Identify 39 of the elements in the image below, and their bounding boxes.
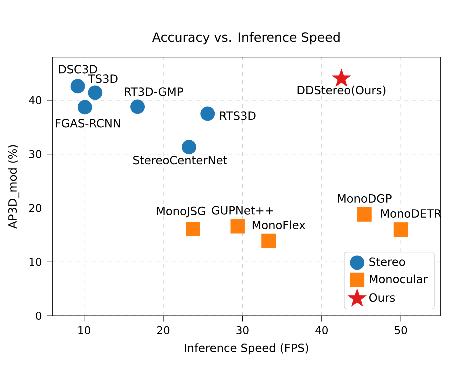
x-tick-label: 50	[395, 326, 408, 334]
x-tick-label: 10	[78, 326, 90, 334]
x-tick-label: 20	[158, 326, 170, 334]
annotation: StereoCenterNet	[134, 156, 228, 165]
point	[200, 106, 216, 122]
point	[130, 100, 145, 114]
point	[230, 219, 246, 234]
annotation: FGAS-RCNN	[56, 119, 120, 128]
y-tick-label: 0	[36, 312, 42, 320]
annotation: RTS3D	[220, 112, 256, 120]
x-tick-label: 40	[316, 326, 328, 334]
legend-label: Monocular	[370, 274, 428, 284]
point	[394, 222, 408, 237]
point	[88, 86, 103, 100]
point	[332, 69, 351, 87]
annotation: MonoFlex	[252, 220, 306, 230]
annotation: RT3D-GMP	[124, 88, 184, 96]
annotation: TS3D	[88, 74, 118, 84]
point	[186, 222, 200, 236]
y-tick-label: 30	[30, 150, 42, 158]
legend-label: Ours	[370, 294, 396, 302]
annotation: DDStereo(Ours)	[298, 86, 386, 96]
point	[70, 79, 86, 94]
point	[182, 140, 196, 155]
legend-label: Stereo	[370, 258, 406, 266]
y-tick-label: 10	[30, 258, 42, 266]
annotation: DSC3D	[59, 65, 98, 74]
annotation: MonoDGP	[338, 194, 392, 203]
chart-title: Accuracy vs. Inference Speed	[152, 32, 340, 45]
x-axis-title: Inference Speed (FPS)	[185, 344, 308, 355]
point	[78, 100, 92, 115]
y-tick-label: 40	[29, 96, 42, 104]
y-axis-title: AP3D_mod (%)	[8, 145, 20, 229]
annotation: GUPNet++	[212, 206, 274, 215]
annotation: MonoJSG	[157, 206, 206, 218]
x-tick-label: 30	[236, 326, 249, 334]
y-tick-label: 20	[29, 204, 42, 212]
point	[262, 234, 276, 248]
point	[357, 207, 372, 222]
